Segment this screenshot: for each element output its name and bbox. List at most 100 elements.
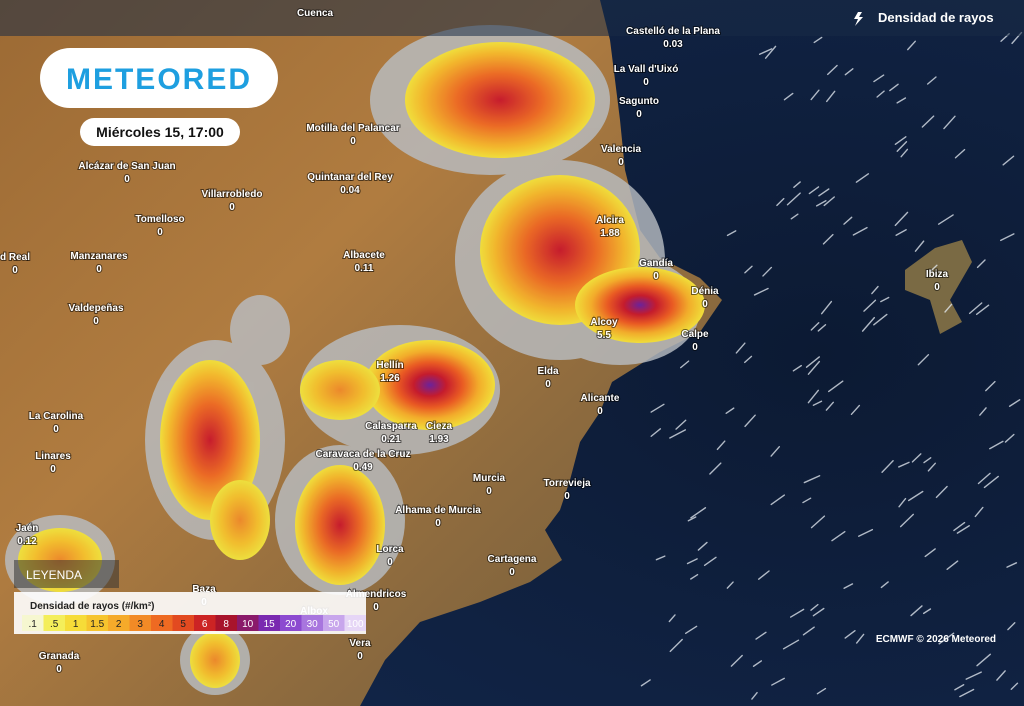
city-name: Calasparra [365,421,417,432]
city-name: Hellín [376,360,403,371]
city-value: 0 [157,227,163,238]
city-name: La Carolina [29,411,84,422]
legend-label: 8 [223,619,229,630]
top-bar [0,0,1024,36]
legend-swatch [151,615,173,631]
wind-streak [808,186,820,195]
city-name: Murcia [473,473,506,484]
wind-streak [985,380,996,392]
wind-streak [880,581,889,589]
city-name: Motilla del Palancar [306,123,399,134]
wind-streak [954,148,966,159]
wind-streak [826,90,836,103]
wind-streak [907,490,924,502]
legend-swatch [280,615,302,631]
wind-streak [989,440,1004,450]
city-name: Calpe [681,329,709,340]
wind-streak [815,200,827,207]
wind-streak [977,472,991,485]
city-name: Caravaca de la Cruz [315,449,410,460]
wind-streak [900,148,909,158]
wind-streak [927,76,937,85]
legend-swatch [43,615,65,631]
legend-label: 30 [307,619,319,630]
wind-streak [726,230,737,237]
city-name: Elda [537,366,559,377]
date-box [80,118,240,146]
wind-streak [675,419,687,430]
legend-swatch [215,615,237,631]
wind-streak [959,688,975,698]
credit: ECMWF © 2026 Meteored [876,634,996,645]
legend-swatch [301,615,323,631]
wind-streak [924,548,936,558]
wind-streak [852,226,868,236]
city-name: Jaén [16,523,39,534]
wind-streak [1008,399,1021,407]
city-value: 0 [93,316,99,327]
wind-streak [922,608,932,615]
legend-swatch [323,615,345,631]
wind-streak [968,302,983,315]
wind-streak [807,360,821,375]
wind-streak [790,608,805,618]
wind-streak [965,671,982,680]
city-value: 0 [509,567,515,578]
wind-streak [803,475,821,484]
wind-streak [979,407,987,416]
wind-streak [953,521,966,532]
wind-streak [744,265,753,274]
wind-streak [802,497,812,504]
legend-label: 50 [328,619,340,630]
wind-streak [843,216,853,225]
wind-streak [827,64,838,76]
wind-streak [655,555,666,561]
city-value: 5.5 [597,330,611,341]
city-value: 0 [357,651,363,662]
city-value: 0 [373,602,379,613]
layer-button[interactable]: Densidad de rayos [854,10,994,26]
wind-streak [686,558,698,565]
legend-swatch [194,615,216,631]
city-value: 0 [56,664,62,675]
wind-streak [843,583,854,589]
legend-label: .5 [50,619,59,630]
city-value: 0 [50,464,56,475]
wind-streak [844,68,854,76]
legend-swatch [237,615,259,631]
layer-title: Densidad de rayos [878,10,994,25]
wind-streak [896,141,908,152]
city-name: Torrevieja [543,478,590,489]
lightning-icon [854,12,863,26]
wind-streak [807,389,820,404]
wind-streak [752,660,763,667]
city-value: 0.12 [17,536,37,547]
legend-label: 100 [347,619,364,630]
legend-heading: LEYENDA [26,568,82,582]
wind-streak [974,506,984,518]
legend-swatch [108,615,130,631]
city-name: Alcoy [590,317,618,328]
city-name: Castelló de la Plana [626,26,720,37]
city-name: d Real [0,252,30,263]
wind-streak [776,197,785,207]
wind-streak [816,687,827,695]
city-value: 1.93 [429,434,449,445]
wind-streak [880,296,890,303]
city-name: Valdepeñas [68,303,123,314]
city-name: La Vall d'Uixó [614,64,679,75]
legend-label: 6 [202,619,208,630]
wind-streak [894,211,909,227]
wind-streak [857,528,874,537]
wind-streak [921,115,935,128]
wind-streak [1006,562,1018,568]
legend-label: 5 [180,619,186,630]
wind-streak [716,440,726,451]
wind-streak [790,213,799,220]
wind-streak [873,74,885,83]
wind-streak [1007,622,1016,631]
wind-streak [937,214,954,225]
wind-streak [783,92,794,101]
city-value: 0 [934,282,940,293]
